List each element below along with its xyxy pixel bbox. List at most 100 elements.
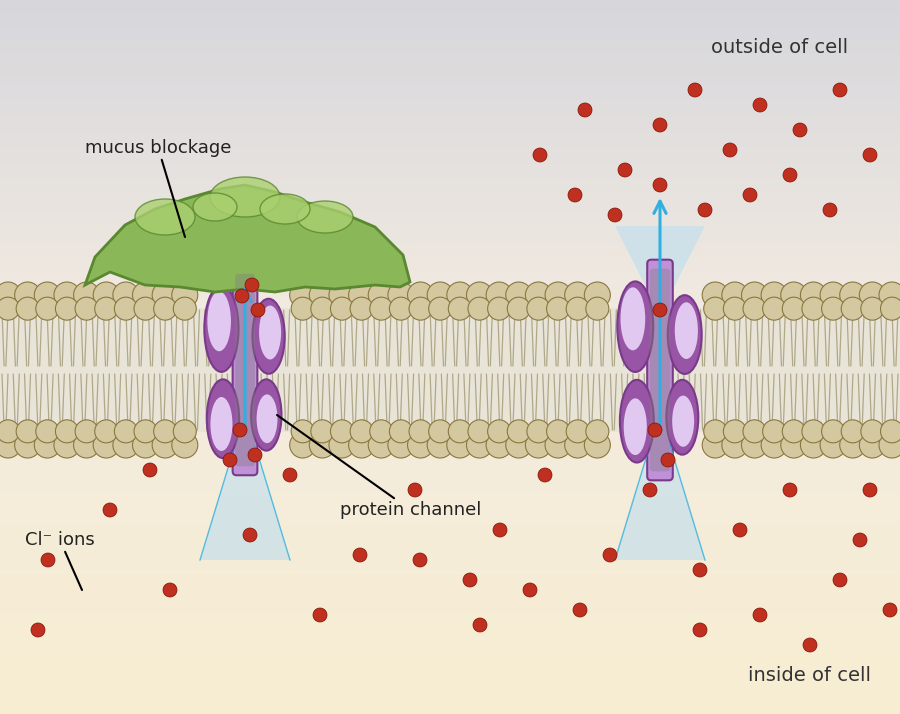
Bar <box>0 439 900 443</box>
Bar <box>0 646 900 650</box>
Bar <box>0 703 900 707</box>
Bar <box>0 157 900 161</box>
Bar <box>0 603 900 607</box>
Circle shape <box>820 282 846 308</box>
Bar <box>0 414 900 418</box>
Bar <box>0 50 900 54</box>
Bar <box>0 178 900 182</box>
Circle shape <box>292 297 314 320</box>
Circle shape <box>223 453 237 467</box>
Bar <box>0 643 900 646</box>
Bar <box>0 264 900 268</box>
Bar <box>0 268 900 271</box>
Bar <box>0 593 900 596</box>
Circle shape <box>704 420 726 443</box>
Circle shape <box>132 432 158 458</box>
Circle shape <box>348 432 374 458</box>
Circle shape <box>783 168 797 182</box>
Bar <box>0 486 900 489</box>
Circle shape <box>132 282 158 308</box>
Circle shape <box>290 432 316 458</box>
Bar <box>0 685 900 689</box>
Circle shape <box>863 148 877 162</box>
Bar <box>0 571 900 575</box>
Bar <box>0 300 900 303</box>
Circle shape <box>243 528 257 542</box>
Circle shape <box>310 420 334 443</box>
Circle shape <box>54 282 80 308</box>
Circle shape <box>468 420 491 443</box>
Circle shape <box>408 282 434 308</box>
Bar <box>0 543 900 546</box>
Bar <box>0 461 900 464</box>
Bar <box>0 471 900 475</box>
Circle shape <box>661 453 675 467</box>
Circle shape <box>313 608 327 622</box>
Bar <box>0 682 900 685</box>
Circle shape <box>353 548 367 562</box>
Circle shape <box>506 432 532 458</box>
Bar <box>0 339 900 343</box>
Bar <box>0 418 900 421</box>
Bar <box>0 546 900 550</box>
Bar <box>0 189 900 193</box>
Bar <box>0 318 900 321</box>
Bar <box>0 700 900 703</box>
Bar <box>0 443 900 446</box>
Bar <box>0 503 900 507</box>
Circle shape <box>733 523 747 537</box>
Circle shape <box>506 282 532 308</box>
Bar <box>0 168 900 171</box>
Circle shape <box>152 432 178 458</box>
Circle shape <box>853 533 867 547</box>
Ellipse shape <box>260 194 310 224</box>
Polygon shape <box>615 226 705 295</box>
Bar <box>0 29 900 32</box>
Bar <box>0 203 900 207</box>
Polygon shape <box>85 185 410 292</box>
Bar <box>0 664 900 668</box>
Bar <box>0 464 900 468</box>
Bar <box>0 550 900 553</box>
Circle shape <box>653 178 667 192</box>
Circle shape <box>761 282 788 308</box>
Circle shape <box>488 420 510 443</box>
Circle shape <box>782 297 806 320</box>
FancyBboxPatch shape <box>232 265 257 476</box>
Circle shape <box>803 638 817 652</box>
Bar <box>0 89 900 93</box>
Bar <box>0 710 900 714</box>
Circle shape <box>370 297 392 320</box>
Bar <box>0 308 900 432</box>
Circle shape <box>723 143 737 157</box>
Bar <box>0 228 900 232</box>
Circle shape <box>348 282 374 308</box>
Ellipse shape <box>666 380 698 455</box>
Bar <box>0 332 900 336</box>
Circle shape <box>608 208 622 222</box>
Circle shape <box>428 432 454 458</box>
Bar <box>0 628 900 632</box>
Circle shape <box>41 553 55 567</box>
Circle shape <box>94 282 119 308</box>
Circle shape <box>251 303 265 317</box>
Circle shape <box>742 282 768 308</box>
Bar <box>0 564 900 568</box>
Bar <box>0 553 900 557</box>
Circle shape <box>114 420 138 443</box>
Circle shape <box>573 603 587 617</box>
Circle shape <box>861 420 884 443</box>
Bar <box>0 428 900 432</box>
Circle shape <box>693 563 707 577</box>
Ellipse shape <box>135 199 195 235</box>
Bar <box>0 528 900 532</box>
Bar <box>0 143 900 146</box>
Ellipse shape <box>617 281 653 372</box>
Bar <box>0 389 900 393</box>
Bar <box>0 600 900 603</box>
Circle shape <box>94 432 119 458</box>
Circle shape <box>861 297 884 320</box>
Ellipse shape <box>210 177 280 217</box>
Bar <box>0 668 900 671</box>
Bar <box>0 314 900 318</box>
